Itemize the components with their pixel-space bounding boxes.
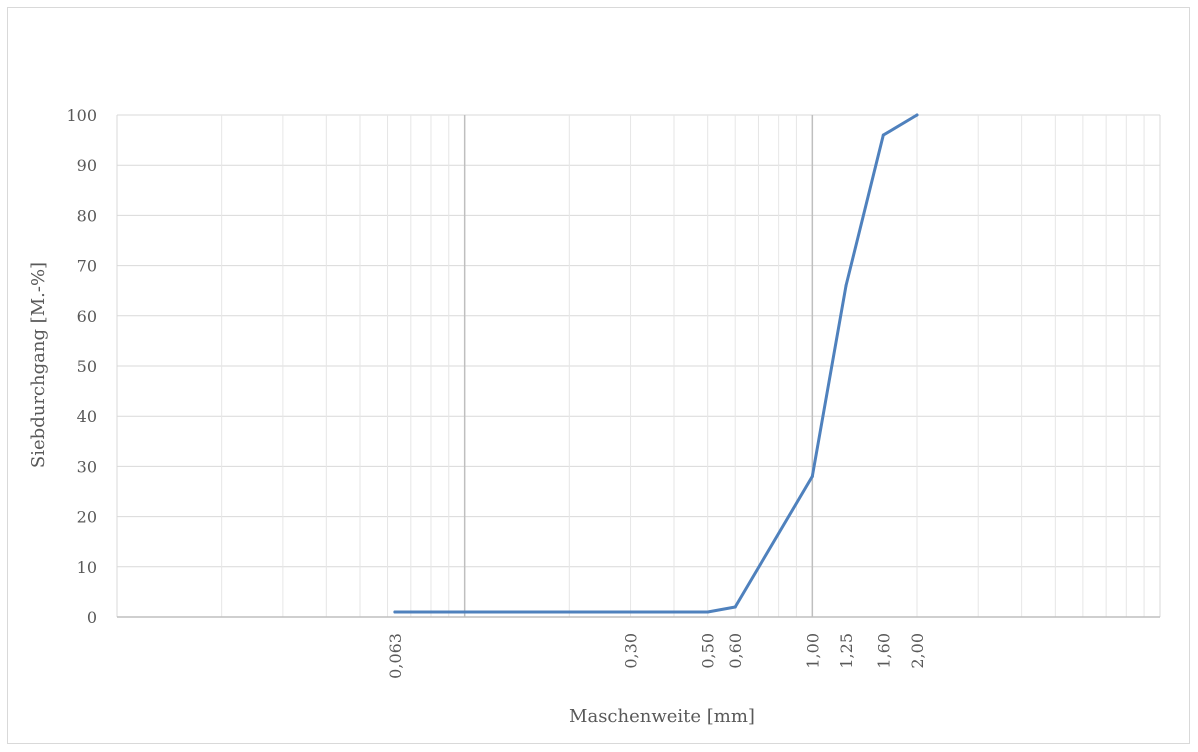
x-tick-label: 0,60 — [726, 633, 745, 669]
y-tick-label: 90 — [77, 156, 97, 175]
y-tick-label: 0 — [87, 608, 97, 627]
data-point — [733, 605, 737, 609]
x-tick-label: 0,50 — [699, 633, 718, 669]
data-point — [810, 474, 814, 478]
y-tick-label: 10 — [77, 558, 97, 577]
y-tick-label: 40 — [77, 407, 97, 426]
x-tick-label: 1,60 — [874, 633, 893, 669]
x-tick-label: 2,00 — [908, 633, 927, 669]
data-point — [915, 113, 919, 117]
data-point — [881, 133, 885, 137]
y-tick-labels: 0 10 20 30 40 50 60 70 80 90 100 — [66, 106, 97, 627]
x-tick-label: 1,25 — [837, 633, 856, 669]
y-axis-title: Siebdurchgang [M.-%] — [28, 262, 49, 468]
chart-area — [7, 7, 1190, 744]
x-tick-label: 0,063 — [386, 633, 405, 679]
data-point — [844, 284, 848, 288]
data-point — [706, 610, 710, 614]
x-tick-label: 1,00 — [803, 633, 822, 669]
series-layer — [393, 113, 919, 614]
y-tick-label: 70 — [77, 257, 97, 276]
y-tick-label: 60 — [77, 307, 97, 326]
y-tick-label: 100 — [66, 106, 97, 125]
x-tick-label: 0,30 — [622, 633, 641, 669]
x-tick-labels: 0,063 0,30 0,50 0,60 1,00 1,25 1,60 2,00 — [386, 633, 927, 679]
y-tick-label: 50 — [77, 357, 97, 376]
y-tick-label: 30 — [77, 457, 97, 476]
y-tick-label: 20 — [77, 508, 97, 527]
series-line — [393, 113, 919, 614]
grid-lines — [117, 114, 1160, 617]
y-tick-label: 80 — [77, 206, 97, 225]
axes — [116, 115, 1161, 618]
data-point — [393, 610, 397, 614]
x-axis-title: Maschenweite [mm] — [569, 706, 755, 727]
